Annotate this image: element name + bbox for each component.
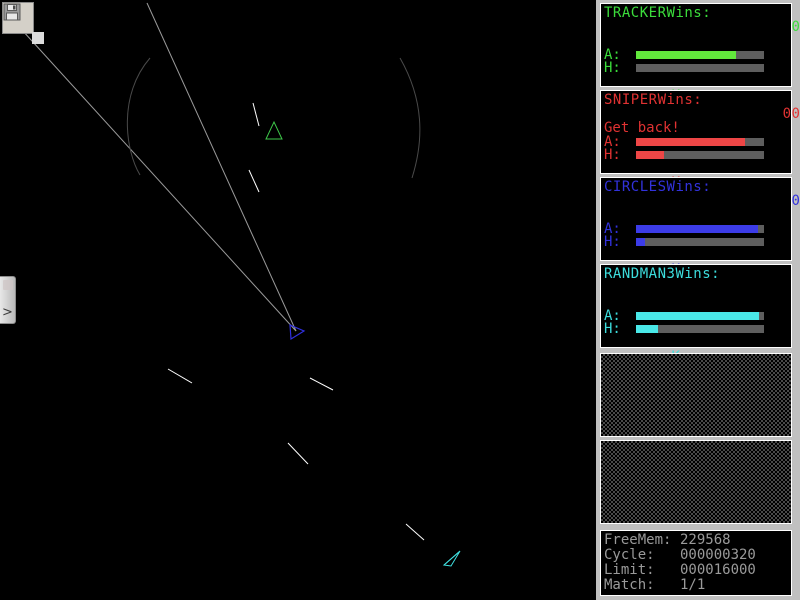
chevron-right-icon: > — [2, 305, 13, 320]
freemem-label: FreeMem: — [604, 532, 672, 548]
hull-label: H: — [604, 320, 621, 337]
armour-label: A: — [604, 220, 621, 237]
robot-panel-circles[interactable]: CIRCLES Wins: 0000 A: H: K: 0000 D: 0000 — [600, 177, 800, 398]
wins-label: Wins: — [657, 92, 703, 108]
empty-slot-1[interactable] — [600, 353, 792, 437]
armour-bar-fill — [636, 224, 758, 233]
hull-bar — [636, 63, 764, 72]
hull-label: H: — [604, 59, 621, 76]
freemem-value: 229568 — [680, 532, 731, 548]
blue-ship[interactable] — [289, 324, 306, 341]
armour-label: A: — [604, 46, 621, 63]
save-button[interactable] — [2, 2, 34, 34]
match-value: 1/1 — [680, 577, 706, 593]
sidebar-ghost-icon — [3, 280, 13, 290]
limit-label: Limit: — [604, 562, 655, 578]
armour-label: A: — [604, 133, 621, 150]
hull-label: H: — [604, 146, 621, 163]
wins-value: 0000 — [782, 106, 800, 122]
robot-panel-tracker[interactable]: TRACKER Wins: 0000 A: H: K: 0000 D: 0000 — [600, 3, 800, 224]
armour-bar — [636, 50, 764, 59]
armour-bar-fill — [636, 311, 759, 320]
robot-name: CIRCLES — [604, 179, 667, 195]
hull-bar — [636, 324, 764, 333]
cycle-label: Cycle: — [604, 547, 655, 563]
hull-label: H: — [604, 233, 621, 250]
armour-bar — [636, 311, 764, 320]
sidebar-expand-handle[interactable]: > — [0, 276, 16, 324]
wins-label: Wins: — [675, 266, 721, 282]
armour-bar-fill — [636, 137, 745, 146]
match-label: Match: — [604, 577, 655, 593]
limit-value: 000016000 — [680, 562, 756, 578]
robot-name: RANDMAN3 — [604, 266, 676, 282]
stat-row-limit: Limit: 000016000 — [604, 563, 788, 578]
hull-bar-fill — [636, 237, 645, 246]
hull-bar-fill — [636, 150, 665, 159]
robot-panel-sniper[interactable]: SNIPER Wins: 0000 Get back! A: H: K: 000… — [600, 90, 800, 311]
empty-slot-2[interactable] — [600, 440, 792, 524]
armour-label: A: — [604, 307, 621, 324]
hull-bar — [636, 237, 764, 246]
hull-bar — [636, 150, 764, 159]
wins-value: 0000 — [791, 19, 800, 35]
wins-value: 0000 — [791, 193, 800, 209]
cycle-value: 000000320 — [680, 547, 756, 563]
floppy-disk-save-icon — [3, 3, 21, 21]
stat-row-match: Match: 1/1 — [604, 578, 788, 593]
green-ship[interactable] — [265, 120, 283, 140]
hud-sidebar: TRACKER Wins: 0000 A: H: K: 0000 D: 0000 — [596, 0, 800, 600]
stat-row-freemem: FreeMem: 229568 — [604, 533, 788, 548]
robot-message: Get back! — [604, 120, 680, 136]
field-vectors — [21, 2, 461, 567]
armour-bar — [636, 224, 764, 233]
armour-bar-fill — [636, 50, 736, 59]
robot-message — [604, 208, 788, 222]
robot-message — [604, 34, 788, 48]
cyan-ship[interactable] — [442, 550, 461, 567]
hull-bar-fill — [636, 324, 658, 333]
wins-label: Wins: — [666, 179, 712, 195]
battle-field[interactable] — [0, 0, 596, 600]
simulation-stats: FreeMem: 229568 Cycle: 000000320 Limit: … — [600, 530, 792, 596]
robot-name: SNIPER — [604, 92, 658, 108]
stat-row-cycle: Cycle: 000000320 — [604, 548, 788, 563]
save-icon-shadow — [32, 32, 44, 44]
robot-message — [604, 295, 788, 309]
robot-name: TRACKER — [604, 5, 667, 21]
robot-panel-randman3[interactable]: RANDMAN3 Wins: 0000 A: H: K: 0000 D: 000… — [600, 264, 792, 485]
armour-bar — [636, 137, 764, 146]
wins-label: Wins: — [666, 5, 712, 21]
